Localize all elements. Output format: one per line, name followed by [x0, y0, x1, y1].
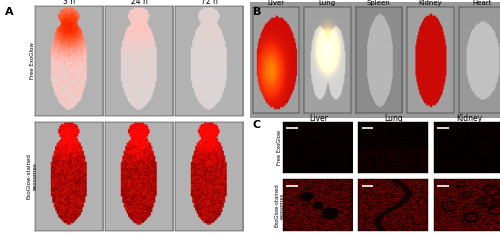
Y-axis label: Free ExoGlow: Free ExoGlow: [277, 130, 282, 165]
Text: C: C: [252, 120, 260, 130]
Title: 72 h: 72 h: [200, 0, 218, 6]
Title: Liver: Liver: [267, 0, 284, 6]
Y-axis label: ExoGlow-stained
exosomes: ExoGlow-stained exosomes: [27, 153, 38, 199]
Text: Liver: Liver: [309, 114, 328, 123]
Text: B: B: [252, 7, 261, 17]
Text: Kidney: Kidney: [456, 114, 482, 123]
Title: Spleen: Spleen: [367, 0, 390, 6]
Y-axis label: ExoGlow-stained
exosomes: ExoGlow-stained exosomes: [274, 183, 285, 227]
Title: Heart: Heart: [472, 0, 492, 6]
Title: 3 h: 3 h: [63, 0, 75, 6]
Title: Kidney: Kidney: [418, 0, 442, 6]
Text: A: A: [5, 7, 14, 17]
Text: Lung: Lung: [384, 114, 404, 123]
Title: 24 h: 24 h: [130, 0, 148, 6]
Y-axis label: Free ExoGlow: Free ExoGlow: [30, 42, 35, 79]
Title: Lung: Lung: [318, 0, 336, 6]
